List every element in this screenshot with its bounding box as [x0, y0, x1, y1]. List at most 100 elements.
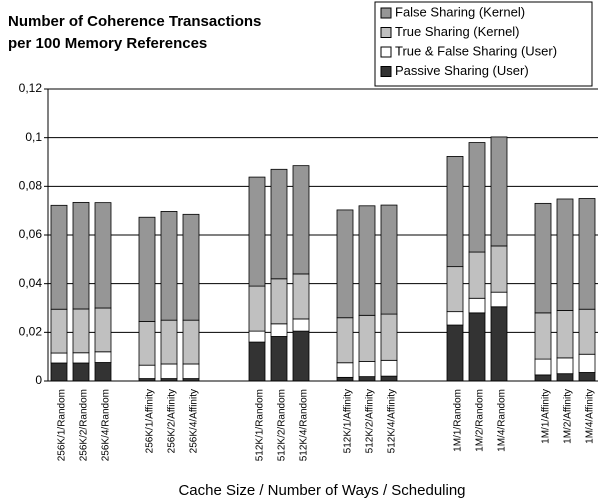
bar-segment	[490, 291, 508, 308]
bar-segment	[182, 213, 200, 321]
legend-swatch	[380, 7, 392, 19]
bar-segment	[468, 312, 486, 382]
bar-segment	[94, 307, 112, 353]
bar-segment	[358, 361, 376, 378]
bar-segment	[578, 372, 596, 382]
bar-segment	[138, 364, 156, 379]
bar-segment	[446, 156, 464, 268]
bar-segment	[358, 205, 376, 316]
bar-segment	[248, 285, 266, 332]
x-tick-label: 512K/2/Random	[277, 389, 288, 461]
bar-segment	[138, 320, 156, 366]
x-tick-label: 1M/4/Affinity	[585, 389, 596, 444]
bar-segment	[446, 266, 464, 313]
bar-segment	[160, 363, 178, 379]
bar-segment	[50, 352, 68, 364]
bar-segment	[292, 330, 310, 382]
y-tick-label: 0,02	[19, 325, 43, 339]
x-axis-label: Cache Size / Number of Ways / Scheduling	[178, 482, 465, 499]
bar-segment	[336, 362, 354, 378]
bar-segment	[50, 308, 68, 354]
y-tick-label: 0	[35, 373, 42, 387]
bar-segment	[556, 310, 574, 359]
legend-label: True Sharing (Kernel)	[395, 24, 520, 39]
bar-segment	[248, 176, 266, 287]
bar-segment	[490, 245, 508, 293]
bar-segment	[336, 209, 354, 319]
legend-swatch	[380, 46, 392, 58]
bar-segment	[380, 375, 398, 382]
x-tick-label: 256K/1/Affinity	[145, 389, 156, 453]
bar-segment	[336, 376, 354, 382]
bar-segment	[270, 323, 288, 337]
bar-segment	[72, 308, 90, 354]
bar-segment	[556, 357, 574, 375]
bar-segment	[94, 351, 112, 363]
bar-segment	[50, 362, 68, 382]
bar-segment	[72, 352, 90, 364]
y-tick-label: 0,08	[19, 179, 43, 193]
bar-segment	[160, 319, 178, 365]
bar-segment	[72, 201, 90, 310]
bar-segment	[534, 202, 552, 314]
bar-segment	[270, 278, 288, 325]
x-tick-label: 512K/4/Affinity	[387, 389, 398, 453]
x-tick-label: 1M/1/Random	[453, 389, 464, 452]
bar-segment	[50, 204, 68, 310]
bar-segment	[248, 341, 266, 382]
bar-segment	[94, 362, 112, 382]
bar-segment	[446, 311, 464, 326]
bar-segment	[446, 324, 464, 382]
x-tick-label: 1M/4/Random	[497, 389, 508, 452]
chart-title: per 100 Memory References	[8, 35, 207, 52]
y-tick-label: 0,1	[25, 130, 42, 144]
y-tick-label: 0,12	[19, 81, 43, 95]
bar-segment	[182, 363, 200, 379]
bar-segment	[534, 374, 552, 382]
legend-label: Passive Sharing (User)	[395, 63, 529, 78]
bar-segment	[468, 251, 486, 299]
bar-segment	[336, 317, 354, 364]
bar-segment	[578, 308, 596, 355]
x-tick-label: 512K/2/Affinity	[365, 389, 376, 453]
bar-segment	[534, 312, 552, 360]
legend-swatch	[380, 66, 392, 77]
bar-segment	[490, 306, 508, 382]
legend-label: True & False Sharing (User)	[395, 43, 557, 58]
legend-swatch	[380, 27, 392, 38]
x-tick-label: 1M/1/Affinity	[541, 389, 552, 444]
bar-segment	[270, 336, 288, 382]
bar-segment	[468, 297, 486, 314]
x-tick-label: 256K/2/Random	[79, 389, 90, 461]
bar-segment	[138, 216, 156, 322]
bar-segment	[292, 318, 310, 332]
bar-segment	[72, 362, 90, 382]
bar-segment	[292, 165, 310, 275]
bar-segment	[468, 142, 486, 253]
x-tick-label: 512K/1/Affinity	[343, 389, 354, 453]
bar-segment	[160, 210, 178, 321]
x-tick-label: 1M/2/Affinity	[563, 389, 574, 444]
bar-segment	[380, 204, 398, 315]
bar-segment	[358, 376, 376, 382]
x-tick-label: 512K/1/Random	[255, 389, 266, 461]
bar-segment	[182, 319, 200, 365]
legend-box	[374, 1, 593, 87]
bar-segment	[292, 273, 310, 320]
bar-segment	[358, 314, 376, 362]
x-tick-label: 256K/2/Affinity	[167, 389, 178, 453]
bar-segment	[380, 359, 398, 377]
bar-segment	[490, 136, 508, 247]
bar-segment	[380, 313, 398, 361]
bar-segment	[578, 198, 596, 310]
bar-segment	[94, 202, 112, 309]
chart-title: Number of Coherence Transactions	[8, 13, 261, 30]
x-tick-label: 256K/4/Random	[101, 389, 112, 461]
y-tick-label: 0,06	[19, 227, 43, 241]
bar-segment	[556, 198, 574, 311]
x-tick-label: 256K/1/Random	[57, 389, 68, 461]
bar-segment	[270, 168, 288, 280]
x-tick-label: 1M/2/Random	[475, 389, 486, 452]
bar-segment	[534, 358, 552, 376]
